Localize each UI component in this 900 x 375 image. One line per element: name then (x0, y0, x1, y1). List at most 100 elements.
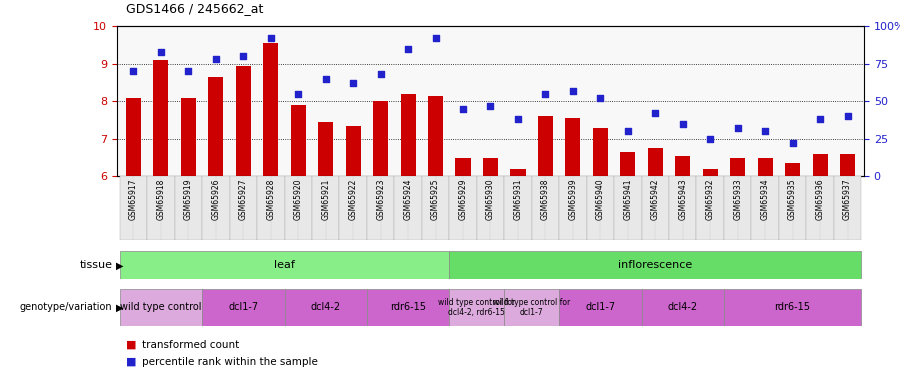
Point (154, 49, 168, 55)
Text: wild type control: wild type control (121, 303, 202, 312)
Bar (449, 176, 477, 240)
Bar (449, 251, 861, 279)
Text: wild type control for
dcl1-7: wild type control for dcl1-7 (493, 298, 571, 317)
Point (126, 68, 140, 74)
Text: ■: ■ (126, 340, 137, 350)
Bar (703, 169, 718, 176)
Point (703, 136, 717, 142)
Point (511, 116, 526, 122)
Text: GSM65936: GSM65936 (815, 178, 824, 220)
Bar (833, 176, 861, 240)
Bar (339, 176, 367, 240)
Text: dcl4-2: dcl4-2 (668, 303, 698, 312)
Text: GSM65929: GSM65929 (458, 178, 467, 220)
Bar (724, 289, 861, 326)
Point (758, 128, 772, 134)
Bar (648, 148, 662, 176)
Text: GSM65940: GSM65940 (596, 178, 605, 220)
Text: GSM65941: GSM65941 (624, 178, 633, 220)
Point (209, 56, 223, 62)
Bar (284, 289, 367, 326)
Point (621, 128, 635, 134)
Bar (675, 156, 690, 176)
Point (676, 121, 690, 127)
Point (566, 88, 580, 94)
Bar (126, 98, 141, 176)
Bar (120, 289, 202, 326)
Text: GSM65922: GSM65922 (348, 178, 357, 219)
Bar (785, 163, 800, 176)
Text: GSM65930: GSM65930 (486, 178, 495, 220)
Bar (148, 176, 175, 240)
Text: GSM65933: GSM65933 (734, 178, 742, 220)
Bar (422, 176, 449, 240)
Bar (346, 126, 361, 176)
Bar (202, 289, 284, 326)
Bar (806, 176, 833, 240)
Bar (587, 176, 614, 240)
Text: wild type control for
dcl4-2, rdr6-15: wild type control for dcl4-2, rdr6-15 (438, 298, 516, 317)
Point (374, 71, 388, 77)
Bar (614, 176, 642, 240)
Text: inflorescence: inflorescence (618, 260, 692, 270)
Bar (758, 158, 773, 176)
Text: ▶: ▶ (116, 260, 123, 270)
Point (264, 35, 278, 41)
Text: GSM65924: GSM65924 (403, 178, 412, 220)
Point (291, 91, 305, 97)
Text: GSM65943: GSM65943 (679, 178, 688, 220)
Point (428, 35, 443, 41)
Text: GSM65917: GSM65917 (129, 178, 138, 220)
Point (236, 53, 250, 59)
Point (400, 46, 415, 52)
Point (483, 103, 498, 109)
Bar (120, 176, 148, 240)
Bar (813, 154, 828, 176)
Text: GSM65931: GSM65931 (514, 178, 523, 220)
Text: GSM65926: GSM65926 (212, 178, 220, 220)
Text: GSM65923: GSM65923 (376, 178, 385, 220)
Bar (367, 176, 394, 240)
Text: GSM65942: GSM65942 (651, 178, 660, 220)
Text: ■: ■ (126, 357, 137, 367)
Text: GSM65928: GSM65928 (266, 178, 275, 219)
Bar (400, 94, 416, 176)
Bar (538, 116, 553, 176)
Bar (532, 176, 559, 240)
Bar (642, 289, 724, 326)
Text: GSM65938: GSM65938 (541, 178, 550, 220)
Bar (620, 152, 635, 176)
Bar (697, 176, 724, 240)
Bar (312, 176, 339, 240)
Bar (394, 176, 422, 240)
Bar (504, 176, 532, 240)
Text: GSM65920: GSM65920 (293, 178, 302, 220)
Bar (367, 289, 449, 326)
Bar (778, 176, 806, 240)
Text: ▶: ▶ (116, 303, 123, 312)
Point (813, 116, 827, 122)
Text: dcl1-7: dcl1-7 (585, 303, 616, 312)
Bar (559, 176, 587, 240)
Text: GSM65939: GSM65939 (569, 178, 578, 220)
Text: GDS1466 / 245662_at: GDS1466 / 245662_at (126, 2, 264, 15)
Point (786, 140, 800, 146)
Point (538, 91, 553, 97)
Text: GSM65919: GSM65919 (184, 178, 193, 220)
Bar (120, 251, 449, 279)
Text: dcl4-2: dcl4-2 (310, 303, 341, 312)
Bar (565, 118, 581, 176)
Bar (504, 289, 559, 326)
Bar (208, 77, 223, 176)
Point (593, 95, 608, 101)
Text: GSM65934: GSM65934 (760, 178, 770, 220)
Point (346, 80, 360, 86)
Bar (175, 176, 202, 240)
Bar (669, 176, 697, 240)
Text: rdr6-15: rdr6-15 (775, 303, 811, 312)
Bar (291, 105, 306, 176)
Text: GSM65925: GSM65925 (431, 178, 440, 220)
Bar (153, 60, 168, 176)
Text: GSM65918: GSM65918 (157, 178, 166, 219)
Bar (510, 169, 526, 176)
